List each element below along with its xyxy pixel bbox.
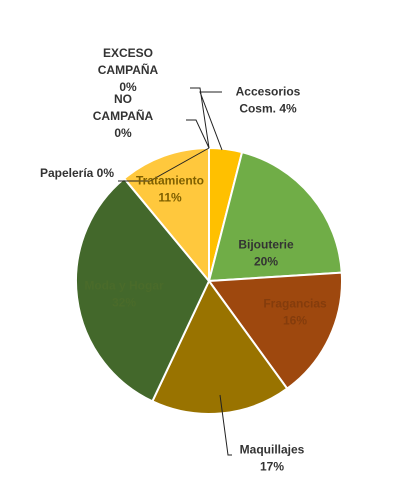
pie-slice-fragancias [207, 271, 343, 390]
slice-label-line: 17% [260, 460, 284, 474]
slice-label-line: Maquillajes [240, 443, 305, 457]
slice-label-moda-y-hogar: Moda y Hogar 32% [84, 279, 164, 310]
slice-label-accesorios-cosm: Accesorios Cosm. 4% [236, 85, 301, 116]
slice-label-line: CAMPAÑA [93, 108, 154, 123]
slice-label-line: NO [114, 92, 132, 106]
slice-label-line: Papelería 0% [40, 166, 114, 180]
leader-lines [118, 87, 232, 456]
slice-label-line: Fragancias [263, 297, 327, 311]
slice-label-line: CAMPAÑA [98, 62, 159, 77]
slice-label-line: 16% [283, 314, 307, 328]
slice-label-maquillajes: Maquillajes 17% [240, 443, 305, 474]
slice-label-line: Bijouterie [238, 238, 294, 252]
slice-label-papeleria: Papelería 0% [40, 166, 114, 180]
slice-label-tratamiento: Tratamiento 11% [136, 174, 204, 205]
leader-line-accesorios-cosm [199, 91, 223, 151]
leader-line-exceso-campana [190, 87, 210, 149]
leader-line-maquillajes [219, 394, 232, 456]
slice-label-line: Tratamiento [136, 174, 204, 188]
slice-label-no-campana: NO CAMPAÑA 0% [93, 92, 154, 140]
leader-line-no-campana [186, 119, 210, 149]
slice-label-fragancias: Fragancias 16% [263, 297, 327, 328]
pie-slice-moda-y-hogar [75, 177, 211, 403]
slice-label-line: 11% [158, 191, 182, 205]
slice-label-exceso-campana: EXCESO CAMPAÑA 0% [98, 46, 159, 94]
leader-line-papeleria [118, 147, 210, 182]
slice-label-line: 20% [254, 255, 278, 269]
pie-slices [75, 146, 343, 415]
slice-label-line: 0% [114, 126, 132, 140]
pie-slice-maquillajes [151, 279, 289, 415]
slice-label-line: 0% [119, 80, 137, 94]
slice-label-line: Moda y Hogar [84, 279, 164, 293]
slice-label-line: Cosm. 4% [239, 102, 297, 116]
slice-label-line: Accesorios [236, 85, 301, 99]
slice-label-line: EXCESO [103, 46, 153, 60]
slice-labels: Accesorios Cosm. 4% Bijouterie 20% Fragancia… [40, 46, 327, 474]
slice-label-bijouterie: Bijouterie 20% [238, 238, 294, 269]
pie-slice-bijouterie [207, 150, 343, 283]
slice-label-line: 32% [112, 296, 136, 310]
